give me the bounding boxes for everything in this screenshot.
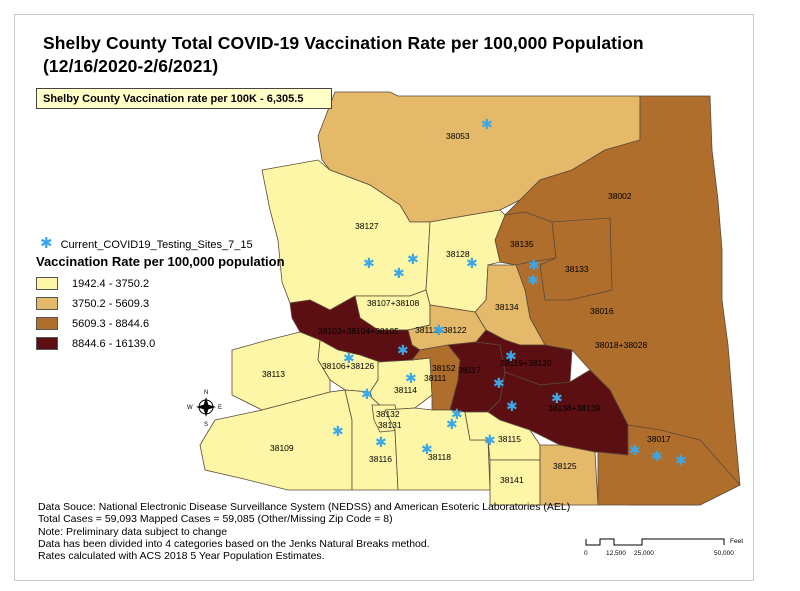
testing-site-icon: ✱ [40, 235, 53, 252]
footer-method: Data has been divided into 4 categories … [38, 537, 430, 550]
zip-label-38112-38122: 38112+38122 [415, 325, 467, 335]
zip-label-38141: 38141 [500, 475, 524, 485]
legend-swatch-3 [36, 317, 58, 330]
scale-bar: 0 12,500 25,000 50,000 Feet [584, 538, 743, 557]
legend-label-3: 5609.3 - 8844.6 [72, 317, 150, 330]
zip-label-38133: 38133 [565, 264, 589, 274]
legend-label-1: 1942.4 - 3750.2 [72, 277, 150, 290]
title-line-1: Shelby County Total COVID-19 Vaccination… [43, 33, 644, 53]
zip-38114 [369, 357, 433, 411]
zip-label-38118: 38118 [428, 452, 451, 462]
legend-swatch-4 [36, 337, 58, 350]
scale-tick-1: 12,500 [606, 550, 626, 557]
legend-class-1: 1942.4 - 3750.2 [36, 277, 149, 290]
zip-label-38125: 38125 [553, 461, 577, 471]
legend-swatch-1 [36, 277, 58, 290]
testing-site-icon: ✱ [466, 256, 478, 272]
testing-site-icon: ✱ [505, 349, 517, 365]
footer-source: Data Souce: National Electronic Disease … [38, 501, 571, 513]
zip-label-38138-38139: 38138+38139 [548, 403, 601, 413]
testing-site-icon: ✱ [407, 252, 419, 268]
testing-sites-label: Current_COVID19_Testing_Sites_7_15 [60, 239, 253, 251]
testing-site-icon: ✱ [506, 399, 518, 415]
north-label: N [204, 390, 208, 396]
zip-38133 [539, 217, 613, 301]
zip-38125 [539, 444, 599, 506]
zip-label-38115: 38115 [498, 434, 521, 444]
zip-label-38132: 38132 [376, 409, 400, 419]
zip-label-38107-38108: 38107+38108 [367, 298, 420, 308]
testing-site-icon: ✱ [332, 424, 344, 440]
title-line-2: (12/16/2020-2/6/2021) [43, 56, 219, 76]
testing-site-icon: ✱ [484, 433, 496, 449]
scale-tick-2: 25,000 [634, 550, 654, 557]
zip-label-38113: 38113 [262, 369, 285, 379]
zip-label-38053: 38053 [446, 131, 470, 141]
legend-label-4: 8844.6 - 16139.0 [72, 337, 156, 350]
zip-label-38128: 38128 [446, 249, 470, 259]
zip-label-38111: 38111 [424, 373, 447, 383]
testing-site-icon: ✱ [651, 449, 663, 465]
footer-population: Rates calculated with ACS 2018 5 Year Po… [38, 550, 325, 563]
zip-label-38114: 38114 [394, 385, 417, 395]
zip-label-38127: 38127 [355, 221, 379, 231]
testing-site-icon: ✱ [551, 391, 563, 407]
south-label: S [204, 422, 208, 428]
zip-label-38135: 38135 [510, 239, 534, 249]
west-label: W [187, 405, 193, 411]
east-label: E [218, 405, 222, 411]
footer-notes: Data Souce: National Electronic Disease … [38, 501, 570, 562]
legend-class-3: 5609.3 - 8844.6 [36, 317, 149, 330]
testing-site-icon: ✱ [433, 323, 445, 339]
zip-label-38119-38120: 38119+38120 [500, 358, 552, 368]
footer-cases: Total Cases = 59,093 Mapped Cases = 59,0… [38, 513, 393, 526]
testing-site-icon: ✱ [527, 273, 539, 289]
legend-class-4: 8844.6 - 16139.0 [36, 337, 155, 350]
zip-label-38103-38104-38105: 38103+38104+38105 [318, 326, 399, 336]
zip-label-38018-38028: 38018+38028 [595, 340, 648, 350]
testing-site-icon: ✱ [375, 435, 387, 451]
zip-38141 [489, 459, 541, 506]
testing-site-icon: ✱ [493, 376, 505, 392]
testing-site-icon: ✱ [361, 387, 373, 403]
testing-site-icon: ✱ [397, 343, 409, 359]
scale-tick-0: 0 [584, 550, 588, 557]
county-rate-box: Shelby County Vaccination rate per 100K … [36, 88, 332, 109]
map-title: Shelby County Total COVID-19 Vaccination… [43, 32, 644, 78]
footer-note: Note: Preliminary data subject to change [38, 525, 228, 538]
zip-label-38134: 38134 [495, 302, 519, 312]
zip-38119-38120 [475, 329, 573, 386]
zip-label-38131: 38131 [378, 420, 402, 430]
testing-site-icon: ✱ [421, 442, 433, 458]
testing-site-icon: ✱ [393, 266, 405, 282]
testing-site-icon: ✱ [451, 407, 463, 423]
north-arrow-icon: N S W E [187, 390, 222, 428]
testing-site-icon: ✱ [528, 258, 540, 274]
zip-label-38117: 38117 [458, 365, 481, 375]
zip-38113 [231, 331, 331, 411]
testing-site-icon: ✱ [343, 351, 355, 367]
testing-site-icon: ✱ [629, 443, 641, 459]
zip-label-38109: 38109 [270, 443, 294, 453]
legend-title: Vaccination Rate per 100,000 population [36, 254, 285, 269]
legend-class-2: 3750.2 - 5609.3 [36, 297, 149, 310]
zip-label-38016: 38016 [590, 306, 614, 316]
scale-unit: Feet [730, 538, 743, 545]
zip-label-38152: 38152 [432, 363, 456, 373]
legend-label-2: 3750.2 - 5609.3 [72, 297, 150, 310]
zip-label-38116: 38116 [369, 454, 392, 464]
legend-swatch-2 [36, 297, 58, 310]
testing-sites-legend: ✱ Current_COVID19_Testing_Sites_7_15 [40, 234, 253, 252]
scale-tick-3: 50,000 [714, 550, 734, 557]
zip-label-38106-38126: 38106+38126 [322, 361, 375, 371]
zip-38017 [597, 424, 741, 506]
testing-site-icon: ✱ [363, 256, 375, 272]
zip-label-38002: 38002 [608, 191, 632, 201]
testing-site-icon: ✱ [675, 453, 687, 469]
testing-site-icon: ✱ [481, 117, 493, 133]
zip-label-38017: 38017 [647, 434, 671, 444]
testing-site-icon: ✱ [405, 371, 417, 387]
testing-site-icon: ✱ [446, 417, 458, 433]
